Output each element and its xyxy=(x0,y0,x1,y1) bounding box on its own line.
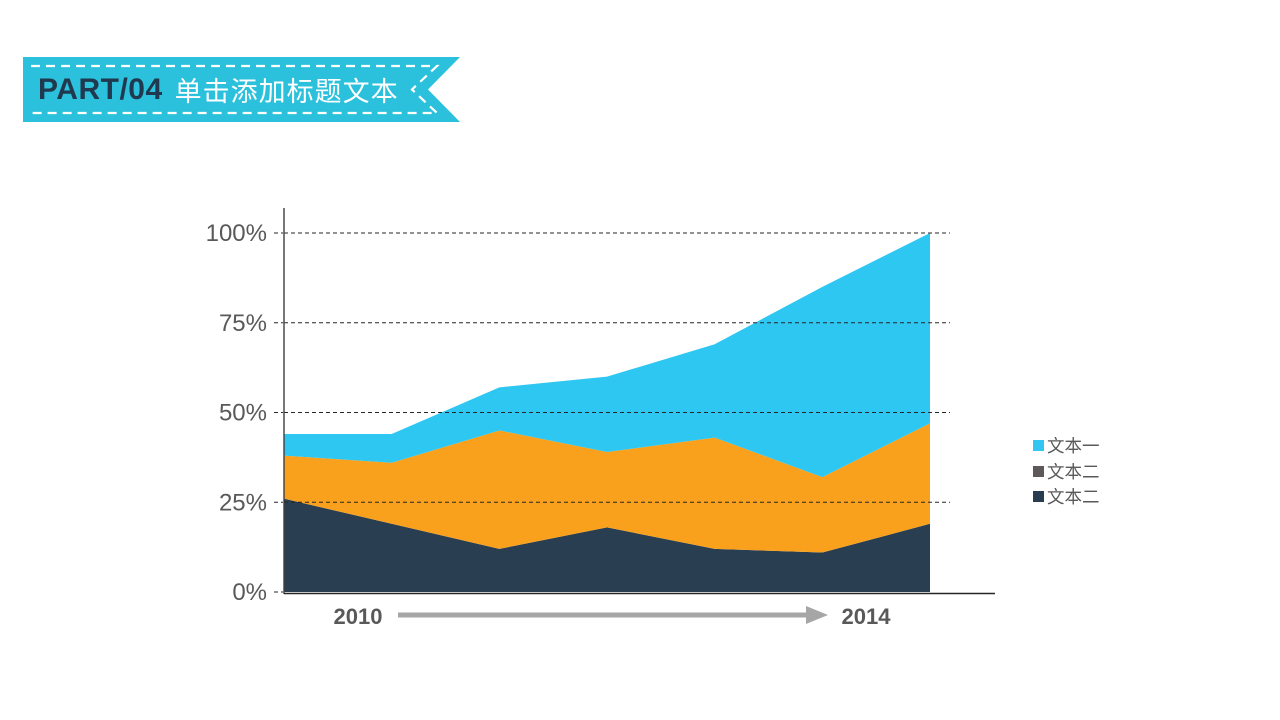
part-number-label: PART/04 xyxy=(38,72,163,106)
y-tick-label: 100% xyxy=(206,220,267,247)
y-tick-label: 25% xyxy=(219,489,267,516)
legend-swatch-navy xyxy=(1033,491,1044,503)
title-ribbon: PART/04 单击添加标题文本 xyxy=(23,57,460,122)
legend-swatch-gray xyxy=(1033,465,1044,477)
y-tick-label: 75% xyxy=(219,310,267,337)
slide-title: 单击添加标题文本 xyxy=(174,77,399,107)
legend-item: 文本二 xyxy=(1033,484,1100,510)
y-tick-label: 0% xyxy=(232,579,267,606)
legend-swatch-cyan xyxy=(1033,440,1044,452)
legend-label: 文本二 xyxy=(1047,487,1100,508)
x-label-start: 2010 xyxy=(334,604,383,629)
x-label-end: 2014 xyxy=(842,604,892,629)
ribbon-banner-shape xyxy=(23,57,460,122)
legend-item: 文本一 xyxy=(1033,433,1100,459)
ribbon-stitch-dashes xyxy=(31,64,440,115)
legend-label: 文本二 xyxy=(1047,461,1100,482)
area-band-1 xyxy=(284,423,930,553)
ribbon-flag-polygon xyxy=(23,57,460,122)
chart-legend: 文本一 文本二 文本二 xyxy=(1033,433,1100,510)
legend-item: 文本二 xyxy=(1033,459,1100,485)
legend-label: 文本一 xyxy=(1047,436,1100,457)
area-band-2 xyxy=(284,233,930,478)
ribbon-text: PART/04 单击添加标题文本 xyxy=(23,57,460,122)
timeline-arrow-head xyxy=(806,606,828,624)
area-band-0 xyxy=(284,498,930,592)
y-tick-label: 50% xyxy=(219,400,267,427)
